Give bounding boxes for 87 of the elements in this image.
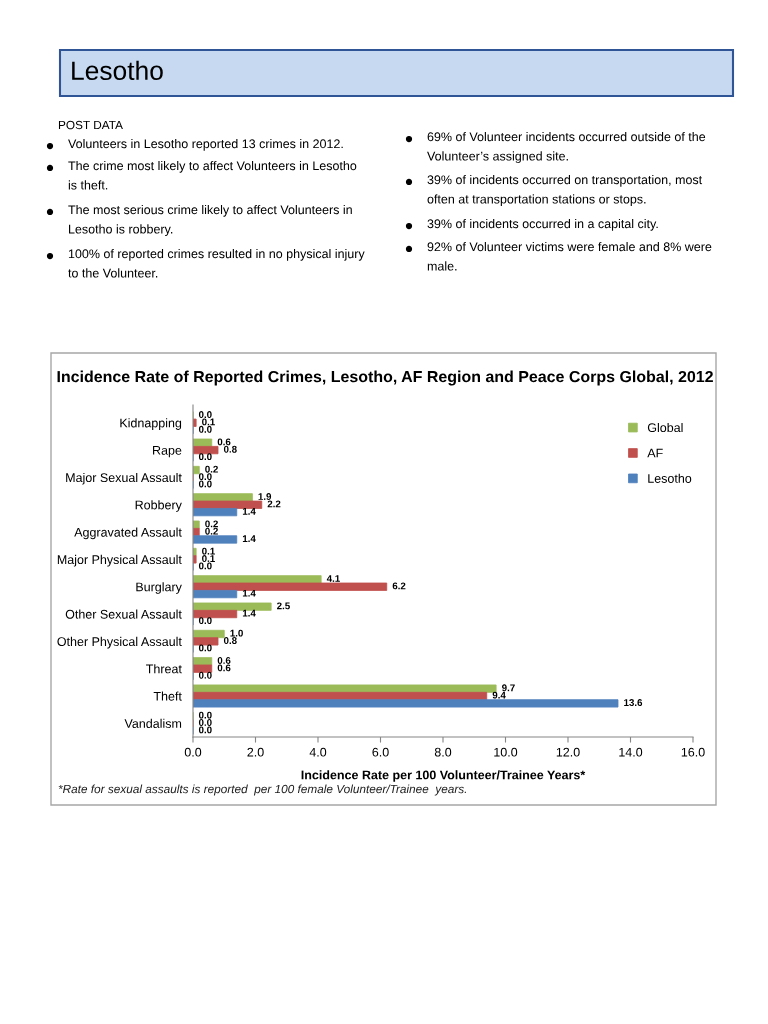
x-tick-label: 12.0 bbox=[556, 747, 580, 757]
bar bbox=[193, 438, 213, 447]
data-label: 0.0 bbox=[198, 411, 212, 418]
data-label: 0.2 bbox=[205, 527, 218, 535]
text: 69% of Volunteer incidents occurred outside of the Volunteer’s assigned site. bbox=[427, 132, 706, 163]
bar bbox=[193, 582, 388, 591]
y-tick-label: Burglary bbox=[136, 582, 182, 594]
data-label: 4.1 bbox=[326, 575, 340, 582]
legend-label: Lesotho bbox=[648, 473, 692, 483]
x-tick-label: 2.0 bbox=[247, 747, 264, 757]
y-tick-label: Theft bbox=[153, 691, 182, 701]
text: 39% of incidents occurred in a capital city. bbox=[427, 219, 658, 231]
data-label: 0.0 bbox=[198, 453, 212, 461]
y-tick-label: Major Sexual Assault bbox=[66, 472, 182, 485]
bar bbox=[193, 609, 238, 619]
text: The crime most likely to affect Volunteers in Lesotho is theft. bbox=[68, 161, 357, 190]
bar bbox=[193, 637, 219, 646]
y-tick-label: Aggravated Assault bbox=[74, 527, 182, 540]
data-label: 2.2 bbox=[267, 500, 281, 508]
data-label: 1.9 bbox=[258, 493, 272, 500]
bar bbox=[193, 664, 213, 673]
data-label: 0.1 bbox=[202, 418, 215, 426]
y-tick-label: Vandalism bbox=[124, 718, 182, 728]
data-label: 0.0 bbox=[198, 473, 212, 481]
data-label: 0.2 bbox=[205, 520, 218, 528]
text: The most serious crime likely to affect Volunteers in Lesotho is robbery. bbox=[68, 205, 352, 236]
data-label: 1.4 bbox=[242, 609, 256, 617]
y-tick-label: Threat bbox=[146, 664, 182, 674]
x-tick-label: 16.0 bbox=[681, 747, 705, 757]
y-tick-label: Kidnapping bbox=[120, 418, 182, 430]
data-label: 0.1 bbox=[202, 555, 215, 562]
x-tick-label: 4.0 bbox=[309, 747, 327, 757]
data-label: 0.0 bbox=[198, 726, 212, 734]
data-label: 9.7 bbox=[502, 684, 515, 692]
data-label: 0.0 bbox=[198, 425, 212, 433]
y-tick-label: Major Physical Assault bbox=[57, 554, 182, 567]
bar bbox=[193, 602, 272, 611]
text: 92% of Volunteer victims were female and 8% were male. bbox=[427, 242, 712, 271]
data-label: 2.5 bbox=[277, 602, 290, 610]
data-label: 1.4 bbox=[242, 507, 256, 515]
x-tick-label: 0.0 bbox=[184, 747, 202, 757]
data-label: 9.4 bbox=[492, 691, 506, 699]
data-label: 6.2 bbox=[392, 582, 406, 590]
bar bbox=[193, 508, 238, 517]
y-tick-label: Other Physical Assault bbox=[57, 636, 182, 649]
data-label: 0.0 bbox=[198, 562, 212, 570]
data-label: 0.6 bbox=[217, 664, 231, 672]
data-label: 0.6 bbox=[217, 657, 231, 664]
data-label: 0.6 bbox=[217, 438, 231, 446]
bar bbox=[193, 699, 619, 708]
bar bbox=[193, 555, 197, 564]
data-label: 0.0 bbox=[198, 719, 212, 726]
legend-label: Global bbox=[647, 422, 683, 433]
data-label: 1.4 bbox=[242, 589, 256, 597]
data-label: 0.0 bbox=[198, 480, 212, 488]
x-tick-label: 8.0 bbox=[434, 747, 452, 757]
x-tick-label: 6.0 bbox=[372, 747, 389, 757]
y-tick-label: Rape bbox=[153, 446, 182, 458]
text: 100% of reported crimes resulted in no physical injury to the Volunteer. bbox=[68, 249, 365, 278]
data-label: 0.8 bbox=[223, 445, 237, 453]
legend-label: AF bbox=[647, 448, 663, 458]
bar bbox=[193, 589, 238, 599]
data-label: 0.0 bbox=[198, 644, 212, 652]
text: POST DATA bbox=[58, 120, 123, 130]
bar bbox=[193, 418, 197, 427]
data-label: 0.0 bbox=[198, 671, 212, 679]
data-label: 0.1 bbox=[202, 547, 215, 555]
y-tick-label: Other Sexual Assault bbox=[65, 609, 182, 619]
text: *Rate for sexual assaults is reported per 100 female Volunteer/Trainee years. bbox=[58, 784, 467, 796]
data-label: 0.8 bbox=[223, 637, 237, 644]
x-tick-label: 14.0 bbox=[619, 747, 643, 757]
text: Volunteers in Lesotho reported 13 crimes in 2012. bbox=[68, 139, 343, 151]
bar bbox=[193, 500, 263, 509]
data-label: 0.0 bbox=[198, 617, 212, 625]
text: Lesotho bbox=[72, 60, 163, 81]
data-label: 0.0 bbox=[198, 711, 212, 719]
chart-title: Incidence Rate of Reported Crimes, Lesotho, AF Region and Peace Corps Global, 2012 bbox=[57, 370, 713, 386]
bar bbox=[193, 445, 219, 455]
x-axis-title: Incidence Rate per 100 Volunteer/Trainee Years* bbox=[301, 770, 586, 782]
data-label: 13.6 bbox=[624, 699, 643, 707]
bar bbox=[193, 535, 238, 544]
x-tick-label: 10.0 bbox=[494, 747, 518, 757]
data-label: 1.4 bbox=[242, 535, 256, 542]
data-label: 1.0 bbox=[230, 629, 243, 637]
text: 39% of incidents occurred on transportation, most often at transportation stations or stops. bbox=[427, 175, 703, 206]
y-tick-label: Robbery bbox=[135, 500, 182, 512]
data-label: 0.2 bbox=[205, 465, 218, 473]
